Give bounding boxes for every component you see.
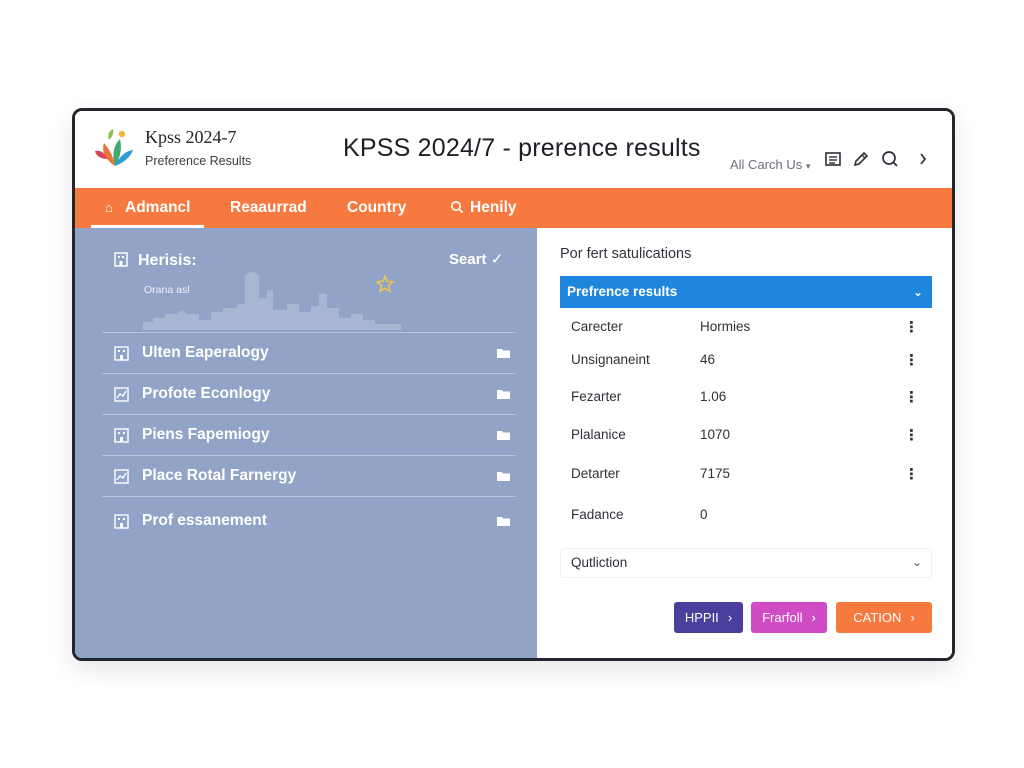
button-label: CATION [853, 610, 902, 625]
result-key: Fadance [571, 507, 624, 522]
chevron-down-icon: ⌄ [911, 555, 922, 569]
start-button[interactable]: Seart ✓ [449, 250, 503, 268]
folder-icon [497, 472, 510, 481]
result-value: Hormies [700, 319, 751, 334]
preference-results-dropdown[interactable]: Prefrence results ⌄ [560, 276, 932, 308]
nav-item-reaaurrad[interactable]: Reaaurrad [230, 188, 307, 228]
chevron-right-icon: › [910, 610, 915, 625]
button-label: HPPII [684, 610, 719, 625]
app-window: Kpss 2024-7 Preference Results KPSS 2024… [72, 108, 955, 661]
star-icon [375, 274, 395, 293]
chevron-down-icon: ⌄ [912, 285, 923, 299]
hppii-button[interactable]: HPPII › [674, 602, 743, 633]
result-row: Carecter Hormies ⋮ [571, 319, 923, 357]
more-options-icon[interactable]: ⋮ [904, 427, 919, 444]
more-options-icon[interactable]: ⋮ [904, 389, 919, 406]
chevron-right-icon[interactable] [913, 149, 933, 169]
result-row: Fadance 0 [571, 507, 923, 545]
result-key: Unsignaneint [571, 352, 650, 367]
folder-icon [497, 390, 510, 399]
result-row: Unsignaneint 46 ⋮ [571, 352, 923, 390]
pen-icon[interactable] [851, 149, 871, 169]
left-panel: Herisis: Seart ✓ Orana asl Ulten Eaperal… [75, 228, 537, 658]
nav-item-label: Reaaurrad [230, 199, 307, 216]
dropdown-label: Prefrence results [567, 284, 678, 299]
result-value: 46 [700, 352, 716, 367]
folder-icon [497, 517, 510, 526]
folder-icon [497, 349, 510, 358]
list-icon[interactable] [823, 149, 843, 169]
main-nav: ⌂ Admancl Reaaurrad Country Henily [75, 188, 952, 228]
folder-icon [497, 431, 510, 440]
more-options-icon[interactable]: ⋮ [904, 319, 919, 336]
list-item-profote-econlogy[interactable]: Profote Econlogy [102, 373, 516, 414]
search-icon[interactable] [880, 149, 900, 169]
brand-title: Kpss 2024-7 [145, 127, 237, 147]
brand-subtitle: Preference Results [145, 154, 252, 168]
check-icon: ✓ [490, 251, 504, 268]
start-button-label: Seart [449, 251, 487, 268]
nav-item-admancl[interactable]: ⌂ Admancl [90, 188, 206, 228]
nav-item-label: Country [347, 199, 407, 216]
left-heading: Herisis: [112, 250, 197, 270]
nav-item-country[interactable]: Country [347, 188, 406, 228]
list-item-label: Ulten Eaperalogy [142, 344, 269, 361]
chevron-right-icon: › [727, 610, 733, 625]
select-label: Qutliction [571, 555, 628, 570]
building-icon [114, 514, 129, 529]
list-item-ulten-eaperalogy[interactable]: Ulten Eaperalogy [102, 332, 516, 373]
logo-icon [95, 129, 133, 166]
home-icon: ⌂ [105, 200, 113, 215]
results-title: Por fert satulications [560, 246, 692, 262]
search-icon [450, 188, 464, 228]
nav-item-label: Henily [470, 199, 517, 216]
list-item-label: Piens Fapemiogy [142, 426, 270, 443]
building-icon [114, 428, 129, 443]
right-panel: Por fert satulications Prefrence results… [537, 228, 952, 658]
chart-icon [114, 387, 129, 402]
more-options-icon[interactable]: ⋮ [904, 466, 919, 483]
list-item-piens-fapemiogy[interactable]: Piens Fapemiogy [102, 414, 516, 455]
list-item-prof-essanement[interactable]: Prof essanement [102, 496, 516, 537]
frarfoll-button[interactable]: Frarfoll › [751, 602, 827, 633]
result-value: 1070 [700, 427, 731, 442]
result-value: 7175 [700, 466, 731, 481]
list-item-place-rotal-farnergy[interactable]: Place Rotal Farnergy [102, 455, 516, 496]
result-value: 0 [700, 507, 708, 522]
building-icon [114, 252, 128, 267]
result-row: Fezarter 1.06 ⋮ [571, 389, 923, 427]
result-row: Detarter 7175 ⋮ [571, 466, 923, 504]
page-title: KPSS 2024/7 - prerence results [343, 134, 701, 162]
qutliction-select[interactable]: Qutliction ⌄ [560, 548, 932, 578]
nav-item-label: Admancl [125, 199, 191, 216]
chevron-down-icon: ▾ [805, 161, 811, 171]
contact-link[interactable]: All Carch Us ▾ [730, 157, 810, 172]
result-value: 1.06 [700, 389, 727, 404]
banner-label: Orana asl [144, 284, 190, 296]
list-item-label: Profote Econlogy [142, 385, 271, 402]
header: Kpss 2024-7 Preference Results KPSS 2024… [75, 111, 952, 188]
more-options-icon[interactable]: ⋮ [904, 352, 919, 369]
building-icon [114, 346, 129, 361]
result-row: Plalanice 1070 ⋮ [571, 427, 923, 465]
list-item-label: Place Rotal Farnergy [142, 467, 297, 484]
result-key: Carecter [571, 319, 623, 334]
left-heading-label: Herisis: [138, 252, 197, 269]
button-label: Frarfoll [762, 610, 803, 625]
result-key: Plalanice [571, 427, 626, 442]
skyline-illustration [143, 272, 401, 330]
result-key: Detarter [571, 466, 620, 481]
chart-icon [114, 469, 129, 484]
chevron-right-icon: › [811, 610, 816, 625]
result-key: Fezarter [571, 389, 622, 404]
list-item-label: Prof essanement [142, 512, 267, 529]
cation-button[interactable]: CATION › [836, 602, 932, 633]
contact-label: All Carch Us [730, 157, 803, 172]
nav-item-henily[interactable]: Henily [450, 188, 517, 228]
